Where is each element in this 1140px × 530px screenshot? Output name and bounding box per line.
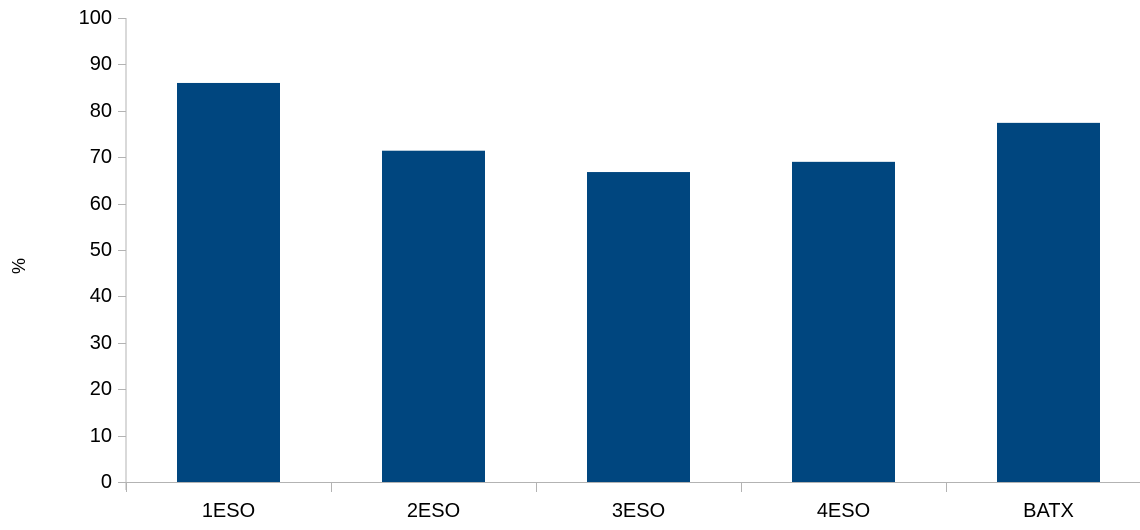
bars [177, 82, 1100, 483]
bar-batx [997, 122, 1100, 482]
x-tick-label: 1ESO [202, 500, 255, 522]
y-tick-label: 80 [90, 100, 112, 122]
y-axis: 0 10 20 30 40 50 60 70 80 90 100 [79, 7, 127, 493]
y-tick-label: 100 [79, 7, 112, 29]
bar-1eso [177, 82, 280, 483]
x-tick-label: 4ESO [817, 500, 870, 522]
y-tick-label: 20 [90, 378, 112, 400]
bar-2eso [382, 150, 485, 483]
x-tick-label: 3ESO [612, 500, 665, 522]
x-tick-label: BATX [1023, 500, 1074, 522]
y-axis-title: % [9, 258, 29, 274]
y-tick-label: 0 [101, 471, 112, 493]
y-tick-label: 90 [90, 53, 112, 75]
y-tick-label: 30 [90, 332, 112, 354]
y-tick-label: 60 [90, 193, 112, 215]
x-tick-label: 2ESO [407, 500, 460, 522]
y-tick-label: 70 [90, 146, 112, 168]
y-tick-label: 10 [90, 425, 112, 447]
bar-4eso [792, 161, 895, 482]
x-axis: 1ESO 2ESO 3ESO 4ESO BATX [126, 482, 1140, 522]
y-tick-label: 50 [90, 239, 112, 261]
bar-3eso [587, 172, 690, 482]
y-tick-label: 40 [90, 285, 112, 307]
